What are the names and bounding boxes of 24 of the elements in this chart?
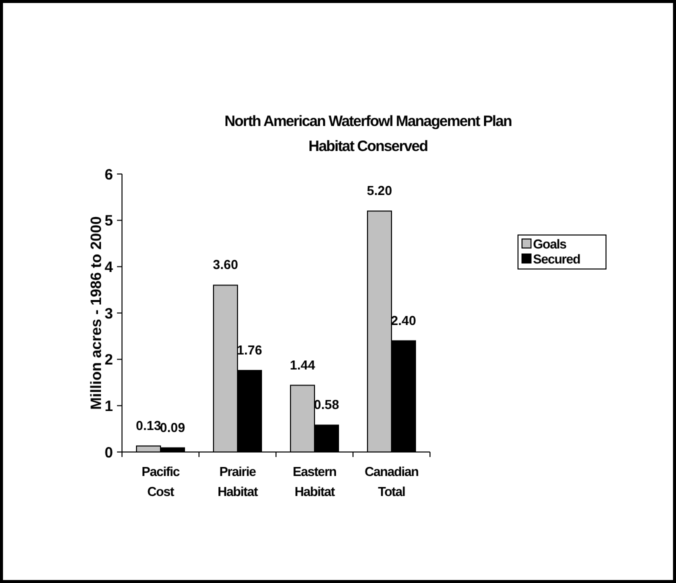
x-tick-label: Prairie Habitat — [218, 464, 259, 499]
data-label: 0.09 — [160, 420, 186, 435]
y-tick-label: 0 — [104, 444, 113, 462]
y-tick-label: 5 — [104, 212, 113, 230]
chart-title: North American Waterfowl Management Plan — [224, 113, 512, 130]
y-tick-label: 1 — [104, 398, 113, 415]
chart-subtitle: Habitat Conserved — [308, 138, 428, 155]
x-tick-label: Canadian Total — [364, 464, 420, 499]
y-tick-label: 3 — [104, 305, 113, 322]
y-tick-label: 4 — [104, 258, 114, 276]
data-label: 1.44 — [290, 357, 316, 372]
data-label: 0.13 — [136, 418, 162, 433]
data-label: 1.76 — [236, 342, 262, 358]
y-axis-title: Million acres - 1986 to 2000 — [88, 216, 105, 410]
x-tick-label: Eastern Habitat — [292, 464, 337, 499]
legend-label: Goals — [533, 236, 566, 252]
y-tick-label: 2 — [104, 352, 113, 369]
data-label: 5.20 — [366, 183, 392, 198]
y-tick-label: 6 — [104, 166, 113, 184]
data-label: 0.58 — [314, 397, 340, 412]
data-label: 3.60 — [212, 257, 238, 272]
legend-label: Secured — [533, 252, 581, 267]
data-label: 2.40 — [390, 312, 416, 328]
x-tick-label: Pacific Cost — [142, 464, 180, 499]
